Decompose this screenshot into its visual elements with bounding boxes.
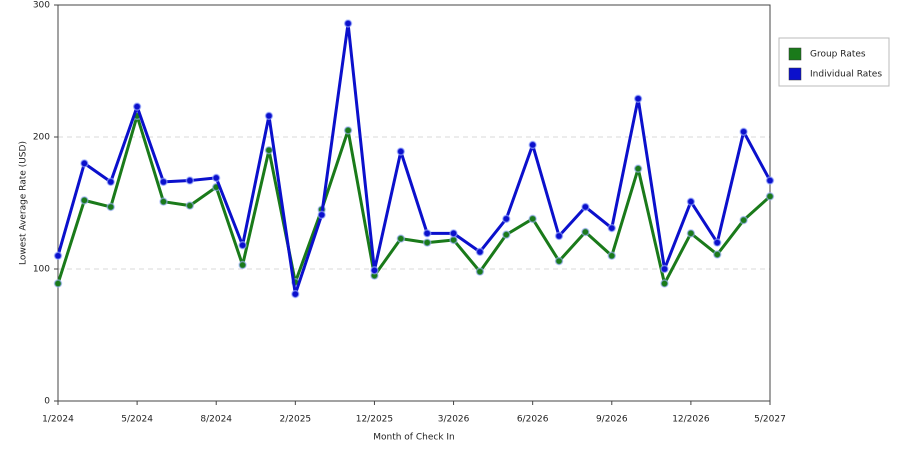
point [396, 234, 406, 243]
y-axis-label: Lowest Average Rate (USD) [19, 141, 29, 265]
point [660, 279, 669, 288]
point [53, 279, 63, 288]
point [686, 229, 696, 238]
point [132, 102, 142, 111]
point [528, 214, 537, 224]
plot-frame [57, 4, 771, 402]
x-tick-label: 12/2025 [356, 415, 393, 425]
point [106, 177, 115, 187]
point [502, 214, 511, 224]
point [185, 201, 195, 210]
y-tick-label: 200 [33, 133, 50, 143]
point [633, 164, 643, 173]
point [238, 260, 247, 270]
point [264, 145, 274, 155]
point [528, 140, 537, 150]
point [264, 111, 274, 121]
point [291, 289, 300, 299]
point [159, 177, 168, 187]
legend-label: Individual Rates [810, 70, 882, 80]
series-line [56, 21, 772, 296]
point [502, 230, 511, 239]
y-tick-label: 100 [33, 265, 50, 275]
point [159, 197, 168, 206]
point [317, 210, 326, 220]
legend-label: Group Rates [810, 50, 866, 60]
point [686, 197, 696, 206]
point [607, 223, 617, 233]
x-tick-label: 9/2026 [596, 415, 628, 425]
legend-swatch [788, 67, 802, 81]
x-tick-label: 12/2026 [672, 415, 710, 425]
point [660, 264, 669, 274]
x-tick-label: 6/2026 [517, 415, 549, 425]
point [343, 19, 353, 28]
point [422, 229, 432, 238]
point [185, 176, 195, 185]
point [475, 267, 485, 276]
point [106, 202, 115, 212]
point [343, 126, 353, 135]
point [370, 266, 379, 275]
x-tick-label: 2/2025 [279, 415, 311, 425]
point [739, 127, 748, 136]
point [554, 256, 564, 266]
legend-swatch [788, 47, 802, 61]
point [554, 231, 564, 241]
point [713, 250, 722, 259]
point [765, 176, 775, 185]
x-tick-label: 1/2024 [42, 415, 74, 425]
x-tick-label: 5/2024 [121, 415, 153, 425]
y-tick-label: 0 [44, 397, 50, 407]
series-line [56, 114, 772, 286]
point [238, 240, 247, 250]
point [739, 215, 748, 225]
point [581, 202, 590, 212]
point [581, 227, 590, 237]
point [449, 229, 458, 238]
point [633, 94, 643, 103]
point [80, 196, 89, 205]
point [53, 251, 63, 261]
point [713, 238, 722, 247]
point [607, 251, 617, 261]
x-tick-label: 5/2027 [754, 415, 786, 425]
x-tick-label: 8/2024 [200, 415, 232, 425]
point [80, 159, 89, 168]
x-axis-label: Month of Check In [373, 433, 455, 443]
y-tick-label: 300 [33, 1, 50, 11]
point [475, 247, 485, 257]
point [422, 238, 432, 247]
point [211, 173, 221, 183]
point [396, 147, 406, 156]
x-tick-label: 3/2026 [438, 415, 470, 425]
point [765, 192, 775, 201]
